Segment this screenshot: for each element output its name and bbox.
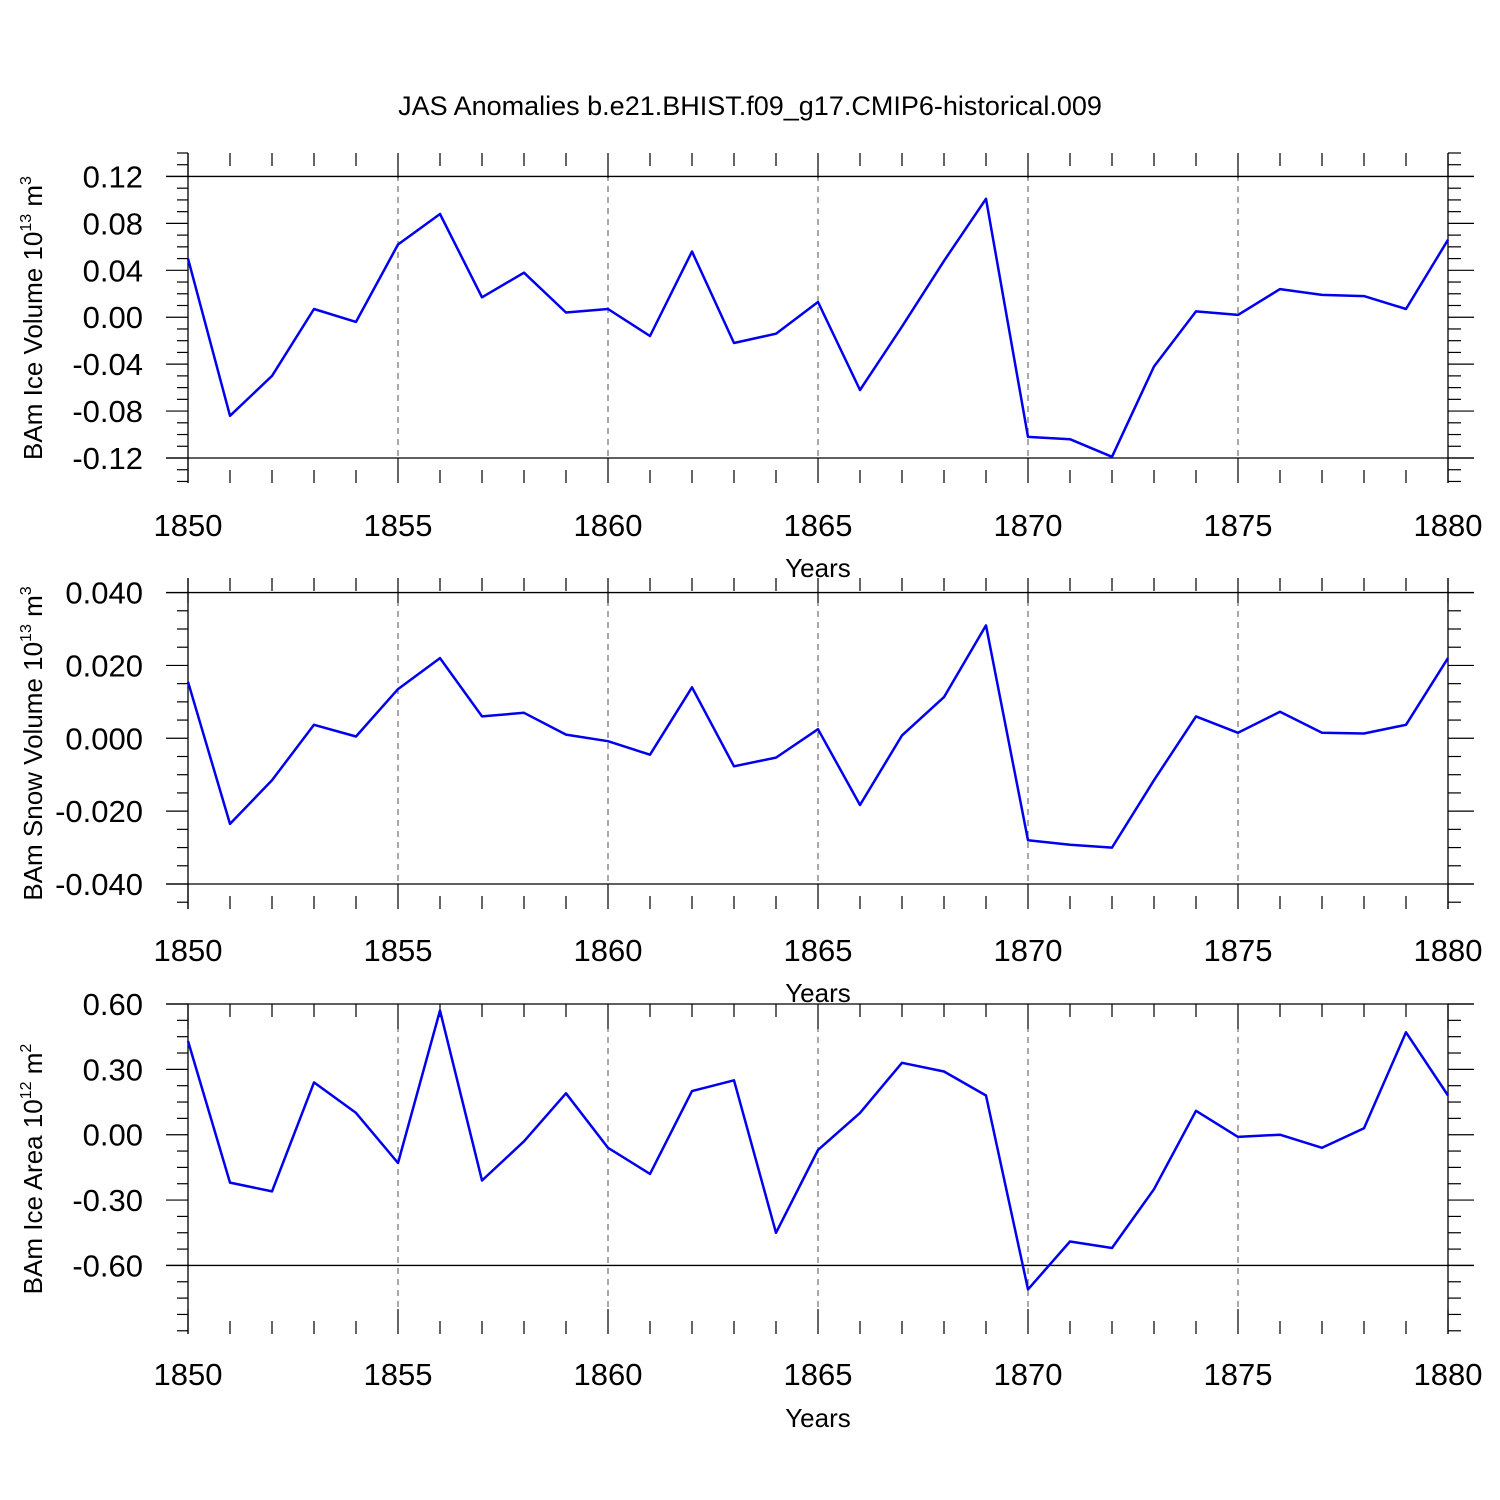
y-tick-label: 0.000 <box>65 721 143 756</box>
chart-panels: -0.12 -0.08 -0.04 0.00 0.04 0.08 0.12 1850 1855 1… <box>18 152 1483 1433</box>
x-tick-label: 1870 <box>994 933 1063 968</box>
x-tick-label: 1880 <box>1414 508 1483 543</box>
x-tick-label: 1875 <box>1204 933 1273 968</box>
x-tick-label: 1855 <box>364 508 433 543</box>
x-tick-label: 1860 <box>574 1357 643 1392</box>
x-tick-label: 1865 <box>784 1357 853 1392</box>
y-tick-label: 0.08 <box>83 206 143 241</box>
y-axis-title-exponent: 12 <box>18 1081 35 1099</box>
y-tick-label: 0.30 <box>83 1052 143 1087</box>
x-axis-title: Years <box>785 978 851 1008</box>
y-tick-label: -0.08 <box>72 394 143 429</box>
y-axis-title: BAm Ice Volume 1013 m3 <box>18 176 48 460</box>
x-tick-label: 1850 <box>154 933 223 968</box>
y-tick-label: 0.00 <box>83 1118 143 1153</box>
y-axis-title-unit-exponent: 3 <box>18 586 35 595</box>
x-tick-label: 1875 <box>1204 508 1273 543</box>
y-axis-title-unit: m <box>18 185 48 214</box>
x-tick-label: 1855 <box>364 1357 433 1392</box>
x-tick-label: 1865 <box>784 933 853 968</box>
x-tick-label: 1850 <box>154 508 223 543</box>
x-tick-label: 1860 <box>574 933 643 968</box>
y-tick-label: -0.12 <box>72 441 143 476</box>
x-tick-label: 1880 <box>1414 933 1483 968</box>
y-tick-label: -0.020 <box>55 794 143 829</box>
y-tick-label: 0.12 <box>83 159 143 194</box>
x-tick-label: 1875 <box>1204 1357 1273 1392</box>
x-axis-title: Years <box>785 1403 851 1433</box>
x-tick-label: 1855 <box>364 933 433 968</box>
y-axis-title-exponent: 13 <box>18 624 35 642</box>
y-tick-label: 0.60 <box>83 987 143 1022</box>
x-tick-label: 1850 <box>154 1357 223 1392</box>
y-tick-label: -0.040 <box>55 867 143 902</box>
x-tick-label: 1870 <box>994 508 1063 543</box>
x-tick-label: 1880 <box>1414 1357 1483 1392</box>
y-axis-title-unit-exponent: 3 <box>18 176 35 185</box>
y-axis-title-unit: m <box>18 595 48 624</box>
y-axis-title: BAm Ice Area 1012 m2 <box>18 1044 48 1295</box>
y-axis-title-exponent: 13 <box>18 214 35 232</box>
y-axis-title-main: BAm Ice Area 10 <box>18 1099 48 1294</box>
y-axis-title-main: BAm Ice Volume 10 <box>18 232 48 460</box>
y-tick-label: -0.60 <box>72 1248 143 1283</box>
y-tick-label: -0.04 <box>72 347 143 382</box>
y-axis-title: BAm Snow Volume 1013 m3 <box>18 586 48 900</box>
y-tick-label: 0.04 <box>83 253 143 288</box>
x-tick-label: 1860 <box>574 508 643 543</box>
y-tick-label: 0.00 <box>83 300 143 335</box>
panel-2: -0.040 -0.020 0.000 0.020 0.040 1850 1855 1860 1… <box>18 576 1482 1008</box>
y-axis-title-main: BAm Snow Volume 10 <box>18 642 48 901</box>
x-tick-label: 1870 <box>994 1357 1063 1392</box>
y-axis-title-unit-exponent: 2 <box>18 1044 35 1053</box>
chart-title: JAS Anomalies b.e21.BHIST.f09_g17.CMIP6-… <box>398 91 1102 121</box>
y-tick-label: -0.30 <box>72 1183 143 1218</box>
panel-3: -0.60 -0.30 0.00 0.30 0.60 1850 1855 1860 1865 18… <box>18 987 1482 1433</box>
y-axis-title-unit: m <box>18 1053 48 1082</box>
x-tick-label: 1865 <box>784 508 853 543</box>
y-tick-label: 0.020 <box>65 648 143 683</box>
y-tick-label: 0.040 <box>65 576 143 611</box>
panel-1: -0.12 -0.08 -0.04 0.00 0.04 0.08 0.12 1850 1855 1… <box>18 152 1483 583</box>
